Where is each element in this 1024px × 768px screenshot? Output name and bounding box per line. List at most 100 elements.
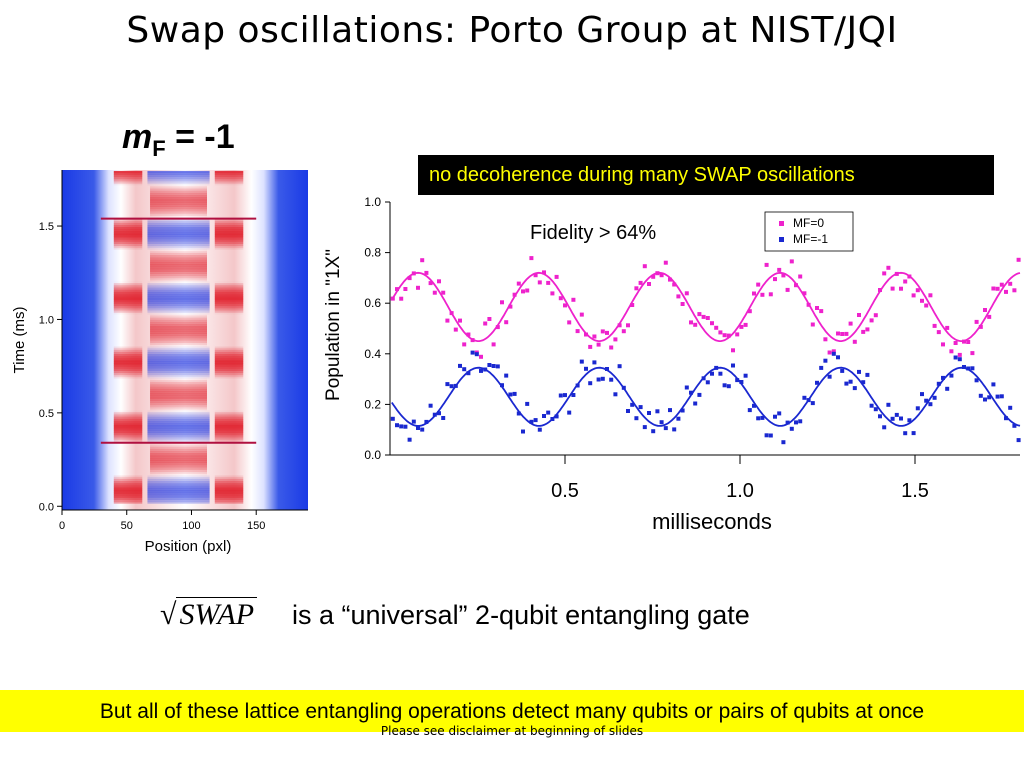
- heatmap-red-band: [113, 240, 143, 243]
- data-point-mf0: [617, 323, 622, 328]
- data-point-mfm1: [899, 416, 903, 421]
- heatmap-red-band: [214, 365, 244, 368]
- data-point-mf0: [928, 293, 933, 298]
- heatmap-red-band: [150, 453, 208, 456]
- heatmap-blue-band: [147, 495, 210, 499]
- data-point-mfm1: [983, 397, 987, 402]
- heatmap-red-band: [215, 281, 243, 283]
- heatmap-red-band: [113, 236, 143, 239]
- heatmap-red-band: [214, 355, 244, 358]
- heatmap-red-band: [150, 279, 208, 282]
- mf-label-rest: = -1: [165, 118, 235, 156]
- heatmap-blue-band: [147, 174, 210, 177]
- data-point-mf0: [693, 322, 698, 327]
- data-point-mfm1: [756, 416, 761, 421]
- heatmap-red-band: [214, 219, 244, 222]
- data-point-mfm1: [575, 383, 580, 388]
- heatmap-red-band: [113, 434, 143, 437]
- heatmap-red-band: [214, 428, 244, 431]
- heatmap-blue-band: [147, 292, 210, 295]
- heatmap-blue-band: [147, 303, 210, 306]
- heatmap-blue-band: [147, 170, 210, 173]
- data-point-mfm1: [852, 386, 857, 391]
- data-point-mfm1: [962, 365, 966, 369]
- heatmap-red-band: [113, 419, 143, 422]
- data-point-mfm1: [848, 379, 853, 384]
- heatmap-red-band: [113, 411, 143, 414]
- data-point-mfm1: [882, 425, 887, 430]
- heatmap-red-band: [150, 408, 208, 411]
- data-point-mfm1: [676, 416, 681, 421]
- heatmap-red-band: [150, 197, 208, 200]
- data-point-mf0: [676, 294, 681, 299]
- heatmap-red-band: [150, 253, 208, 256]
- heatmap-red-band: [214, 484, 244, 487]
- heatmap-red-band: [113, 488, 143, 491]
- data-point-mfm1: [806, 398, 811, 403]
- data-point-mf0: [869, 318, 874, 323]
- data-point-mf0: [945, 325, 950, 330]
- heatmap-red-band: [113, 245, 143, 248]
- data-point-mfm1: [521, 429, 525, 434]
- heatmap-red-band: [214, 307, 244, 310]
- heatmap-red-band: [214, 232, 244, 235]
- heatmap-blue-band: [147, 243, 210, 246]
- heatmap-red-band: [113, 228, 143, 231]
- heatmap-red-band: [113, 307, 143, 310]
- heatmap-red-band: [214, 172, 244, 175]
- heatmap-blue-band: [147, 501, 210, 504]
- chart-ylabel: Population in "1X": [323, 249, 344, 401]
- data-point-mf0: [735, 332, 740, 337]
- data-point-mf0: [525, 288, 530, 293]
- heatmap-red-band: [214, 372, 244, 375]
- data-point-mfm1: [512, 391, 517, 396]
- heatmap-blue-band: [147, 439, 210, 442]
- data-point-mfm1: [987, 395, 992, 400]
- data-point-mfm1: [390, 416, 395, 421]
- heatmap-red-band: [150, 344, 208, 347]
- heatmap-blue-band: [147, 368, 210, 372]
- heatmap-red-band: [214, 230, 244, 233]
- heatmap-red-band: [214, 226, 244, 230]
- heatmap-red-band: [150, 333, 208, 336]
- heatmap-red-band: [150, 389, 208, 392]
- data-point-mf0: [747, 309, 752, 314]
- heatmap-red-band: [113, 223, 143, 226]
- heatmap-red-band: [113, 348, 143, 351]
- data-point-mfm1: [907, 418, 912, 423]
- chart-series: [390, 256, 1021, 445]
- heatmap-red-band: [214, 170, 244, 173]
- heatmap-red-band: [215, 184, 243, 186]
- data-point-mf0: [563, 303, 567, 308]
- data-point-mfm1: [999, 394, 1004, 399]
- heatmap-red-band: [150, 402, 208, 405]
- heatmap-red-band: [113, 355, 143, 358]
- heatmap-red-band: [150, 275, 208, 278]
- data-point-mfm1: [932, 395, 937, 400]
- data-point-mfm1: [584, 366, 588, 371]
- heatmap-red-band: [214, 434, 244, 437]
- heatmap-red-band: [150, 335, 208, 338]
- heatmap-red-band: [150, 378, 208, 381]
- heatmap-red-band: [214, 348, 244, 351]
- heatmap-red-band: [150, 380, 208, 383]
- data-point-mfm1: [924, 398, 929, 403]
- heatmap-red-band: [214, 284, 244, 287]
- data-point-mf0: [571, 297, 576, 302]
- data-point-mfm1: [789, 426, 794, 431]
- data-point-mf0: [777, 267, 782, 272]
- heatmap-red-band: [150, 464, 208, 467]
- heatmap-y-tick-label: 1.5: [39, 221, 54, 233]
- data-point-mfm1: [500, 383, 504, 388]
- heatmap-blue-band: [147, 477, 210, 480]
- heatmap-red-band: [113, 350, 143, 353]
- heatmap-red-band: [214, 301, 244, 304]
- heatmap-blue-band: [147, 426, 210, 429]
- heatmap-red-band: [214, 492, 244, 495]
- heatmap-blue-band: [147, 415, 210, 418]
- heatmap-axes: 0 50 100 150 0.0 0.5 1.0 1.5: [39, 170, 308, 532]
- data-point-mfm1: [466, 371, 471, 376]
- heatmap-red-band: [214, 436, 244, 439]
- data-point-mf0: [663, 260, 668, 265]
- heatmap-red-band: [113, 309, 143, 312]
